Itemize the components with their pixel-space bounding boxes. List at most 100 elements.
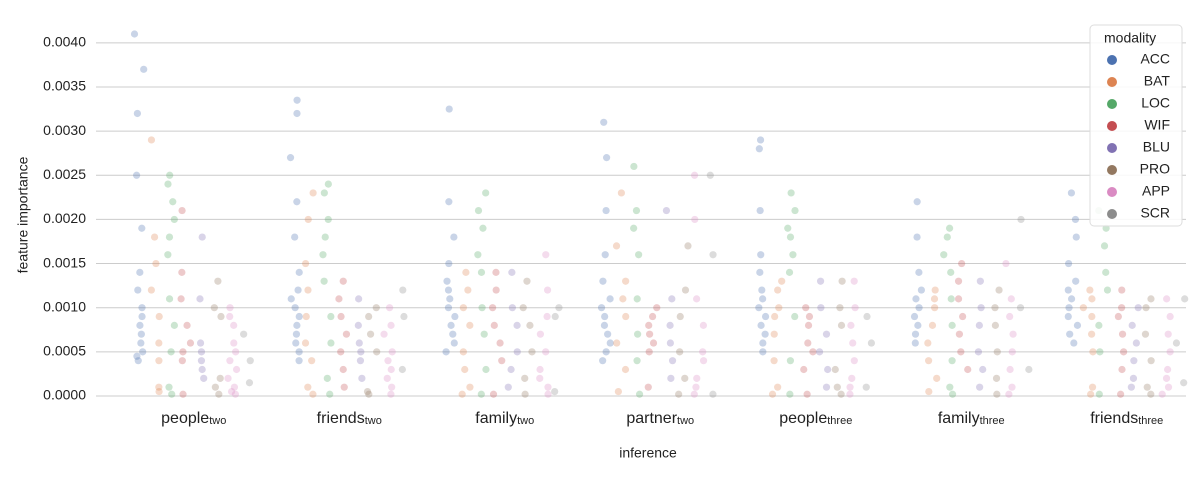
- point: [991, 304, 999, 312]
- point: [477, 268, 486, 276]
- point: [606, 339, 614, 347]
- point: [770, 357, 778, 365]
- point: [1065, 259, 1073, 268]
- point: [597, 304, 606, 312]
- point: [1009, 330, 1017, 338]
- point: [400, 312, 408, 321]
- point: [551, 312, 559, 321]
- point: [482, 365, 490, 374]
- point: [130, 30, 139, 38]
- point: [1073, 321, 1082, 329]
- legend-marker: [1107, 187, 1117, 197]
- point: [948, 390, 957, 398]
- point: [836, 304, 844, 312]
- point: [816, 277, 825, 285]
- point: [787, 189, 795, 197]
- legend-title: modality: [1104, 30, 1156, 46]
- point: [957, 348, 965, 356]
- y-tick-label: 0.0040: [43, 34, 86, 50]
- legend-label: ACC: [1140, 51, 1170, 67]
- point: [387, 321, 395, 329]
- point: [925, 357, 933, 365]
- point: [676, 312, 684, 321]
- y-tick-label: 0.0025: [43, 166, 86, 182]
- point: [1130, 357, 1138, 365]
- point: [667, 374, 675, 382]
- point: [975, 321, 983, 329]
- point: [492, 268, 500, 276]
- point: [646, 330, 654, 338]
- point: [838, 277, 846, 285]
- x-tick-label: partnertwo: [626, 410, 694, 427]
- point: [791, 312, 799, 321]
- point: [324, 215, 332, 224]
- point: [327, 339, 335, 347]
- legend: modality ACC BAT LOC WIF BLU PRO APP SCR: [1089, 24, 1183, 227]
- point: [645, 321, 653, 329]
- point: [490, 321, 498, 329]
- point: [355, 339, 363, 347]
- point: [134, 357, 142, 365]
- point: [709, 390, 717, 398]
- point: [555, 304, 563, 312]
- point: [507, 365, 515, 374]
- point: [383, 374, 391, 382]
- point: [599, 277, 607, 285]
- point: [911, 339, 919, 347]
- point: [327, 312, 335, 321]
- point: [617, 189, 625, 197]
- point: [217, 312, 225, 321]
- point: [805, 312, 814, 321]
- point: [226, 312, 234, 321]
- point: [933, 374, 941, 382]
- point: [622, 312, 630, 321]
- point: [1096, 348, 1104, 356]
- point: [632, 206, 641, 215]
- point: [863, 312, 871, 321]
- point: [1095, 321, 1103, 329]
- point: [462, 268, 470, 276]
- point: [140, 65, 148, 73]
- point: [928, 321, 937, 329]
- point: [301, 339, 310, 347]
- point: [1158, 390, 1166, 398]
- point: [384, 357, 392, 365]
- point: [165, 233, 174, 241]
- legend-label: SCR: [1140, 205, 1170, 221]
- point: [1118, 365, 1126, 374]
- point: [480, 330, 488, 338]
- point: [196, 295, 204, 303]
- point: [155, 387, 163, 396]
- point: [1067, 295, 1076, 303]
- point: [1132, 339, 1140, 347]
- point: [931, 304, 939, 312]
- point: [947, 295, 955, 303]
- category-name: partner: [626, 410, 677, 427]
- point: [911, 330, 920, 338]
- point: [147, 286, 155, 294]
- point: [286, 154, 295, 162]
- point: [365, 312, 373, 321]
- point: [459, 348, 467, 356]
- point: [1087, 390, 1095, 398]
- point: [230, 339, 238, 347]
- point: [974, 348, 983, 356]
- point: [613, 339, 621, 347]
- legend-label: BAT: [1144, 73, 1171, 89]
- point: [152, 259, 160, 268]
- point: [508, 268, 516, 276]
- point: [1143, 383, 1151, 391]
- point: [649, 339, 658, 347]
- point: [606, 295, 614, 303]
- point: [445, 198, 453, 206]
- point: [168, 390, 176, 398]
- point: [304, 383, 312, 391]
- point: [614, 387, 622, 396]
- point: [915, 268, 923, 276]
- point: [474, 206, 483, 215]
- point: [709, 251, 717, 259]
- point: [831, 365, 839, 374]
- point: [442, 348, 450, 356]
- point: [200, 374, 208, 382]
- point: [513, 321, 521, 329]
